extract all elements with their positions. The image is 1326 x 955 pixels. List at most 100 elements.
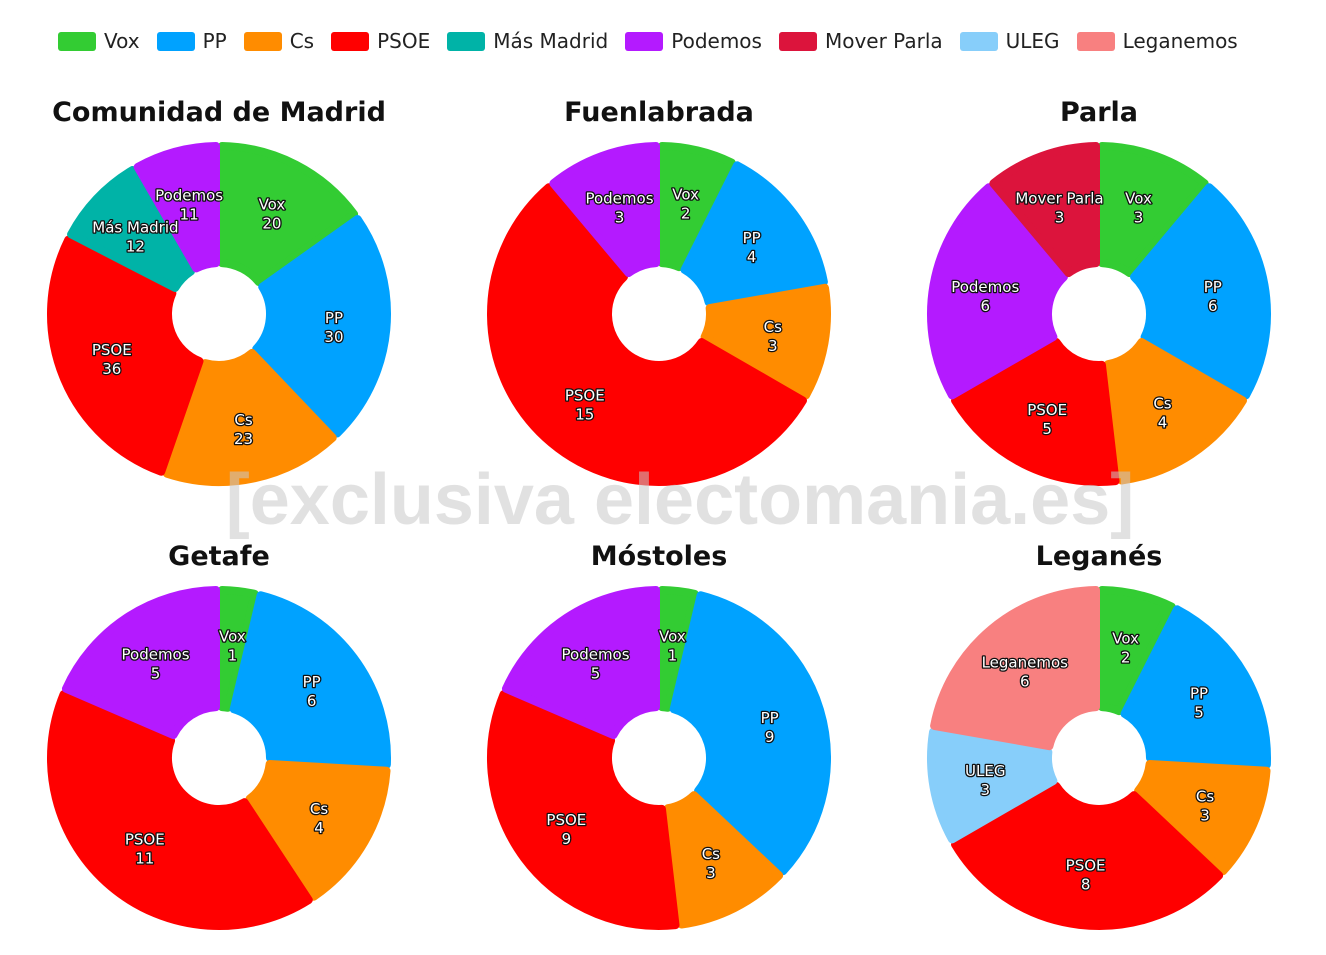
legend-label: ULEG [1005,29,1060,53]
slice-label-cs: Cs [1153,394,1171,412]
legend-item-leganemos: Leganemos [1076,29,1238,53]
slice-psoe [951,338,1120,486]
slice-label-cs: Cs [702,845,720,863]
slice-label-pp: PP [743,229,761,247]
slice-mover-parla [989,142,1100,278]
slice-vox [217,142,359,287]
slice-value-pp: 4 [747,248,757,266]
slice-label-vox: Vox [659,627,686,645]
slice-podemos [133,142,221,273]
slice-psoe [951,782,1224,930]
legend-item-cs: Cs [243,29,314,53]
slice-value-cs: 3 [768,337,778,355]
slice-label-psoe: PSOE [1027,401,1067,419]
slice-value-vox: 2 [681,205,691,223]
slice-value-pp: 6 [1208,297,1218,315]
slice-label-leganemos: Leganemos [982,654,1069,672]
slice-label-pp: PP [1204,278,1222,296]
slice-vox [217,586,259,712]
slice-label-mover-parla: Mover Parla [1015,189,1103,207]
legend-item-mas-madrid: Más Madrid [447,29,608,53]
slice-label-cs: Cs [234,411,252,429]
slice-value-psoe: 8 [1081,876,1091,894]
slice-value-pp: 5 [1194,703,1204,721]
legend-item-psoe: PSOE [331,29,430,53]
slice-pp [1130,183,1271,400]
legend-swatch [778,31,817,51]
chart-title: Getafe [168,541,270,572]
slice-value-cs: 4 [1158,413,1168,431]
slice-value-vox: 2 [1121,649,1131,667]
legend-label: PP [202,29,227,53]
slice-cs [1134,759,1271,876]
slice-pp [680,161,828,307]
chart-title: Fuenlabrada [564,97,754,128]
slice-label-psoe: PSOE [1066,857,1106,875]
slice-label-mas-madrid: Más Madrid [92,218,178,236]
slice-value-leganemos: 6 [1020,673,1030,691]
slice-label-psoe: PSOE [546,811,586,829]
slice-label-psoe: PSOE [92,341,132,359]
slice-label-cs: Cs [1196,788,1214,806]
slice-vox [1098,142,1209,278]
legend-label: Podemos [671,29,762,53]
chart-title: Comunidad de Madrid [52,97,386,128]
slice-cs [1103,338,1247,485]
legend: Vox PP Cs PSOE Más Madrid Podemos Mover Parla U… [58,26,1255,56]
legend-swatch [959,31,998,51]
legend-label: Mover Parla [824,29,943,53]
slice-podemos [61,586,221,740]
slice-vox [657,586,699,712]
slice-cs [245,759,391,901]
slice-value-vox: 1 [228,646,238,664]
slice-value-cs: 4 [314,819,324,837]
slice-cs [663,791,784,929]
slice-value-podemos: 6 [980,297,990,315]
slice-pp [669,591,831,876]
legend-label: Más Madrid [493,29,609,53]
slice-label-podemos: Podemos [585,189,653,207]
watermark: [exclusiva electomania.es] [226,460,1134,540]
slice-value-vox: 3 [1134,208,1144,226]
legend-swatch [243,31,282,51]
slice-value-podemos: 5 [591,665,601,683]
slice-label-pp: PP [325,309,343,327]
slice-value-cs: 3 [1200,807,1210,825]
slice-label-cs: Cs [764,318,782,336]
slice-label-podemos: Podemos [122,646,190,664]
slice-label-uleg: ULEG [965,762,1005,780]
slice-value-podemos: 5 [151,665,161,683]
slice-vox [1098,586,1176,716]
slice-label-vox: Vox [259,195,286,213]
legend-label: Vox [104,29,140,53]
slice-label-pp: PP [1190,684,1208,702]
legend-label: Leganemos [1122,29,1238,53]
slice-pp [252,215,391,438]
slice-value-podemos: 11 [180,205,199,223]
slice-value-pp: 9 [765,728,775,746]
slice-label-podemos: Podemos [562,646,630,664]
slice-label-pp: PP [303,673,321,691]
slice-leganemos [930,586,1100,751]
slice-podemos [927,183,1068,400]
slice-value-pp: 30 [324,328,343,346]
slice-label-pp: PP [761,709,779,727]
slice-value-mas-madrid: 12 [126,237,145,255]
slice-value-psoe: 11 [135,849,154,867]
slice-label-vox: Vox [219,627,246,645]
slice-uleg [927,727,1058,844]
slice-label-cs: Cs [310,800,328,818]
slice-value-cs: 23 [234,430,253,448]
slice-mas-madrid [67,166,195,293]
slice-value-vox: 1 [668,646,678,664]
slice-value-psoe: 9 [562,830,572,848]
slice-value-psoe: 36 [102,360,121,378]
chart-title: Móstoles [591,541,728,572]
